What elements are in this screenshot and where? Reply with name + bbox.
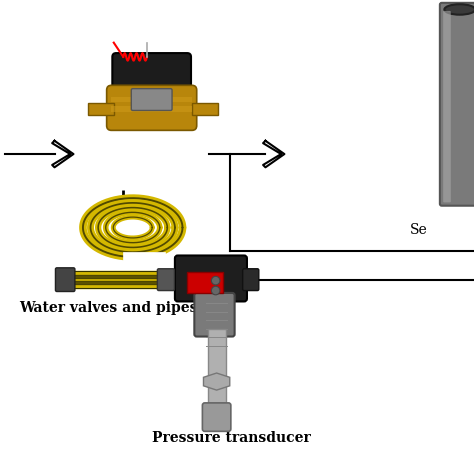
FancyBboxPatch shape [243,269,259,291]
FancyBboxPatch shape [194,293,235,337]
FancyBboxPatch shape [55,268,75,292]
FancyBboxPatch shape [157,269,174,291]
Polygon shape [203,373,230,390]
Circle shape [211,286,220,295]
Bar [192,103,218,115]
Circle shape [211,276,220,285]
FancyBboxPatch shape [107,85,197,130]
Bar [111,97,192,102]
FancyBboxPatch shape [443,11,451,202]
Bar [111,106,192,112]
Text: Pressure transducer: Pressure transducer [152,431,310,446]
Ellipse shape [444,4,474,15]
FancyBboxPatch shape [440,3,474,206]
FancyBboxPatch shape [131,89,172,110]
FancyBboxPatch shape [202,403,231,431]
Text: Water valves and pipes: Water valves and pipes [19,301,198,315]
Text: +: + [113,187,134,211]
Bar [187,272,223,293]
FancyBboxPatch shape [175,255,247,301]
Text: Se: Se [410,223,428,237]
FancyBboxPatch shape [112,53,191,99]
Bar [208,329,226,408]
Bar [88,103,114,115]
